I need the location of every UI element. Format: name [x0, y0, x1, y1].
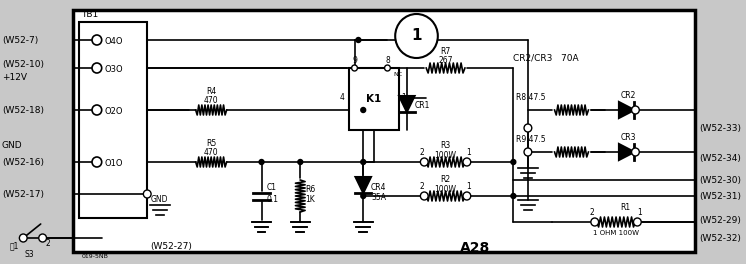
- Circle shape: [19, 234, 27, 242]
- Text: (W52-29): (W52-29): [699, 215, 742, 224]
- Text: (W52-30): (W52-30): [699, 176, 742, 185]
- Text: (W52-18): (W52-18): [2, 106, 44, 115]
- Circle shape: [463, 158, 471, 166]
- Circle shape: [39, 234, 46, 242]
- Circle shape: [632, 106, 639, 114]
- Text: 0.1: 0.1: [266, 196, 278, 205]
- Text: (W52-32): (W52-32): [699, 233, 742, 243]
- Text: K1: K1: [366, 94, 381, 104]
- Text: O1O: O1O: [104, 158, 123, 167]
- Circle shape: [524, 124, 532, 132]
- Circle shape: [524, 148, 532, 156]
- Polygon shape: [356, 177, 371, 193]
- Text: R3: R3: [440, 141, 451, 150]
- Circle shape: [384, 65, 390, 71]
- Text: GND: GND: [150, 196, 168, 205]
- Text: R5: R5: [206, 139, 216, 148]
- Text: (W52-33): (W52-33): [699, 124, 742, 133]
- Text: 100W: 100W: [435, 151, 457, 160]
- Text: R1: R1: [620, 203, 630, 212]
- Text: 470: 470: [204, 148, 219, 157]
- Text: R7: R7: [440, 47, 451, 56]
- Circle shape: [421, 192, 428, 200]
- Bar: [72, 10, 695, 252]
- Text: CR2: CR2: [621, 91, 636, 100]
- Bar: [348, 68, 399, 130]
- Text: TB1: TB1: [81, 10, 98, 19]
- Text: 100W: 100W: [435, 185, 457, 194]
- Circle shape: [511, 159, 515, 164]
- Circle shape: [421, 158, 428, 166]
- Text: 4: 4: [340, 93, 345, 102]
- Circle shape: [351, 65, 357, 71]
- Text: 35A: 35A: [371, 192, 386, 201]
- Text: 1: 1: [411, 29, 421, 44]
- Text: A28: A28: [460, 241, 490, 255]
- Polygon shape: [619, 102, 634, 118]
- Circle shape: [92, 157, 101, 167]
- Text: 019-5NB: 019-5NB: [81, 253, 108, 258]
- Text: CR3: CR3: [621, 133, 636, 142]
- Text: (W52-34): (W52-34): [699, 153, 742, 163]
- Text: R8 47.5: R8 47.5: [516, 93, 546, 102]
- Circle shape: [92, 63, 101, 73]
- Text: 1: 1: [466, 182, 471, 191]
- Circle shape: [259, 159, 264, 164]
- Text: 1K: 1K: [305, 196, 315, 205]
- Circle shape: [143, 190, 151, 198]
- Text: O4O: O4O: [104, 36, 123, 45]
- Text: 9: 9: [352, 56, 357, 65]
- Text: 1: 1: [401, 93, 406, 102]
- Text: CR1: CR1: [415, 101, 430, 111]
- Text: (W52-27): (W52-27): [150, 243, 192, 252]
- Circle shape: [633, 218, 642, 226]
- Text: 1: 1: [637, 208, 642, 217]
- Text: (W52-31): (W52-31): [699, 191, 742, 200]
- Text: NC: NC: [393, 72, 402, 77]
- Circle shape: [92, 35, 101, 45]
- Polygon shape: [619, 144, 634, 160]
- Text: 2: 2: [589, 208, 595, 217]
- Text: (W52-17): (W52-17): [2, 190, 44, 199]
- Text: O2O: O2O: [104, 106, 123, 116]
- Circle shape: [356, 37, 361, 43]
- Circle shape: [463, 192, 471, 200]
- Text: CR2/CR3   70A: CR2/CR3 70A: [513, 54, 579, 63]
- Text: 2: 2: [420, 182, 424, 191]
- Circle shape: [591, 218, 598, 226]
- Text: 267: 267: [439, 56, 453, 65]
- Polygon shape: [399, 96, 415, 112]
- Text: 1: 1: [466, 148, 471, 157]
- Circle shape: [361, 107, 366, 112]
- Text: (W52-7): (W52-7): [2, 35, 38, 45]
- Text: S3: S3: [25, 250, 34, 259]
- Circle shape: [395, 14, 438, 58]
- Circle shape: [511, 194, 515, 199]
- Text: O3O: O3O: [104, 64, 123, 73]
- Circle shape: [298, 159, 303, 164]
- Text: R6: R6: [305, 186, 316, 195]
- Circle shape: [361, 194, 366, 199]
- Text: 真1: 真1: [10, 242, 19, 251]
- Text: 2: 2: [420, 148, 424, 157]
- Text: (W52-16): (W52-16): [2, 158, 44, 167]
- Text: R9 47.5: R9 47.5: [516, 135, 546, 144]
- Circle shape: [361, 159, 366, 164]
- Text: +12V: +12V: [2, 73, 27, 82]
- Text: 8: 8: [385, 56, 390, 65]
- Bar: [79, 22, 147, 218]
- Text: 1 OHM 100W: 1 OHM 100W: [593, 230, 639, 236]
- Text: R2: R2: [440, 175, 451, 184]
- Text: 470: 470: [204, 96, 219, 105]
- Circle shape: [632, 148, 639, 156]
- Circle shape: [92, 105, 101, 115]
- Text: (W52-10): (W52-10): [2, 59, 44, 68]
- Text: CR4: CR4: [371, 182, 386, 191]
- Text: GND: GND: [2, 142, 22, 150]
- Text: R4: R4: [206, 87, 216, 96]
- Text: 2: 2: [46, 238, 50, 248]
- Text: C1: C1: [266, 183, 276, 192]
